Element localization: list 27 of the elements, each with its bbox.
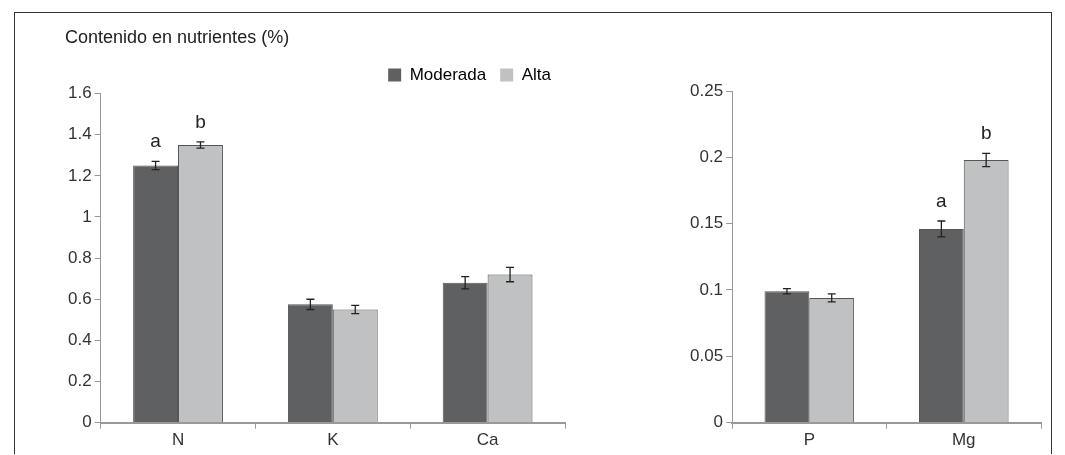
y-tick-label: 1.6 [67, 83, 92, 103]
y-tick-label: 1.4 [67, 124, 92, 144]
legend-label: Alta [521, 64, 552, 84]
y-tick-label: 1 [82, 206, 92, 226]
y-tick-label: 0.2 [699, 147, 724, 167]
annotation: a [150, 130, 162, 152]
x-tick-label: Mg [951, 430, 976, 450]
y-tick-label: 0.2 [67, 371, 92, 391]
y-tick-label: 0 [713, 412, 724, 432]
y-tick-label: 0.4 [67, 330, 92, 350]
annotation: b [980, 122, 992, 144]
y-tick-label: 1.2 [67, 165, 92, 185]
legend-label: Moderada [409, 64, 487, 84]
annotation: a [936, 189, 948, 211]
x-tick-label: Ca [476, 430, 500, 450]
x-tick-label: P [803, 430, 815, 450]
x-tick-label: N [171, 430, 185, 450]
chart-title: Contenido en nutrientes (%) [65, 26, 290, 47]
y-tick-label: 0 [82, 412, 92, 432]
x-tick-label: K [327, 430, 340, 450]
y-tick-label: 0.6 [67, 288, 92, 308]
y-tick-label: 0.15 [689, 213, 724, 233]
y-tick-label: 0.25 [689, 80, 724, 100]
annotation: b [195, 110, 206, 132]
y-tick-label: 0.8 [67, 247, 92, 267]
y-tick-label: 0.05 [689, 345, 724, 365]
y-tick-label: 0.1 [699, 279, 724, 299]
